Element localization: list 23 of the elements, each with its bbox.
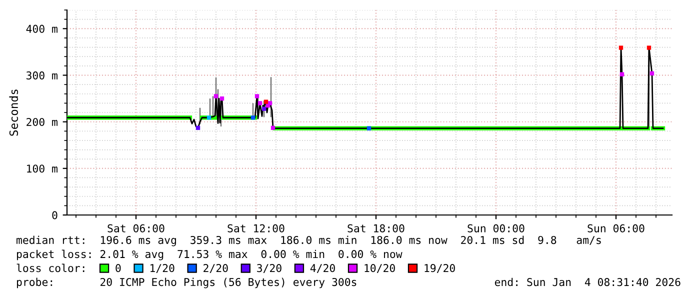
y-tick-label: 300 m [26,71,58,80]
y-axis-title: Seconds [9,90,18,136]
legend-label: 10/20 [364,264,395,273]
x-tick-label: Sat 06:00 [108,224,164,232]
y-tick-label: 0 [52,211,58,220]
x-tick-label: Sat 12:00 [228,224,284,232]
text: median rtt: 196.6 ms avg 359.3 ms max 186.0 ms min 186.0 ms now 20.1 ms sd 9.8 am/s [16,236,601,246]
legend-label: 4/20 [310,264,335,273]
legend-label: 3/20 [257,264,282,273]
legend-title: loss color: [16,264,84,272]
legend-label: 0 [116,264,121,272]
x-tick-label: Sun 00:00 [468,224,524,232]
y-tick-label: 200 m [26,118,58,126]
text: packet loss: 2.01 % avg 71.53 % max 0.00 % min 0.00 % now [16,250,402,260]
legend-label: 19/20 [424,264,455,273]
x-tick-label: Sun 06:00 [588,224,644,232]
text: probe: 20 ICMP Echo Pings (56 Bytes) every 300s [16,278,356,288]
text: end: Sun Jan 4 08:31:40 2026 [494,278,680,286]
x-tick-label: Sat 18:00 [348,224,404,232]
legend-label: 2/20 [204,264,228,273]
legend-label: 1/20 [150,264,174,273]
y-tick-label: 100 m [27,164,58,173]
y-tick-label: 400 m [26,24,58,33]
